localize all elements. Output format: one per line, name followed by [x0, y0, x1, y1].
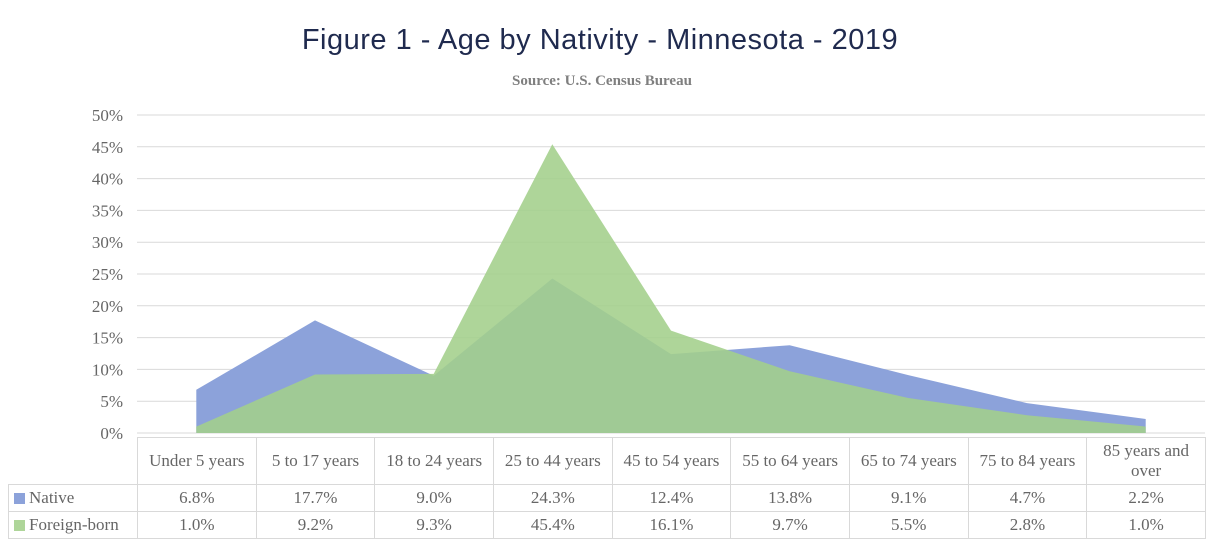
table-header-cell: 45 to 54 years — [611, 437, 732, 485]
legend-swatch-icon — [14, 519, 25, 531]
y-axis-tick-label: 0% — [100, 424, 123, 440]
table-row: Native 6.8% 17.7% 9.0% 24.3% 12.4% 13.8% 9.1% 4.… — [8, 484, 1206, 512]
table-cell: 45.4% — [492, 511, 613, 539]
legend-label-cell: Foreign-born — [8, 511, 138, 539]
legend-label: Foreign-born — [29, 514, 119, 534]
table-cell: 2.2% — [1086, 484, 1206, 512]
table-row: Foreign-born 1.0% 9.2% 9.3% 45.4% 16.1% 9.7% 5.… — [8, 511, 1206, 539]
table-cell: 16.1% — [611, 511, 732, 539]
chart-title: Figure 1 - Age by Nativity - Minnesota -… — [301, 24, 899, 56]
area-chart-plot: 0% 5% 10% 15% 20% 25% 30% 35% 40% 45% 50% — [92, 106, 1205, 440]
table-header-cell: 55 to 64 years — [730, 437, 850, 485]
legend-label-cell: Native — [8, 484, 138, 512]
y-axis-tick-label: 40% — [92, 170, 123, 189]
y-axis-tick-label: 20% — [92, 297, 123, 316]
y-axis-tick-label: 30% — [92, 233, 123, 252]
table-header-cell: Under 5 years — [137, 437, 257, 485]
table-header-cell: 5 to 17 years — [255, 437, 376, 485]
legend-swatch-icon — [14, 492, 25, 504]
table-cell: 9.3% — [374, 511, 494, 539]
table-cell: 1.0% — [137, 511, 257, 539]
y-axis-tick-label: 25% — [92, 265, 123, 284]
table-cell: 12.4% — [611, 484, 732, 512]
table-cell: 1.0% — [1086, 511, 1206, 539]
chart-subtitle: Source: U.S. Census Bureau — [512, 73, 692, 89]
table-header-cell: 85 years and over — [1086, 437, 1206, 485]
table-cell: 4.7% — [967, 484, 1088, 512]
table-header-cell: 25 to 44 years — [492, 437, 613, 485]
y-axis-tick-label: 35% — [92, 201, 123, 220]
chart-data-table: Under 5 years 5 to 17 years 18 to 24 years… — [8, 437, 1206, 539]
y-axis-tick-label: 50% — [92, 106, 123, 125]
table-cell: 5.5% — [848, 511, 969, 539]
table-cell: 13.8% — [730, 484, 850, 512]
foreign-born-area-series — [196, 144, 1146, 434]
legend-label: Native — [29, 487, 75, 507]
table-header-cell: 65 to 74 years — [848, 437, 969, 485]
table-header-cell: 75 to 84 years — [967, 437, 1088, 485]
table-cell: 9.1% — [848, 484, 969, 512]
y-axis-tick-label: 15% — [92, 329, 123, 348]
y-axis-tick-label: 45% — [92, 138, 123, 157]
table-cell: 2.8% — [967, 511, 1088, 539]
table-cell: 24.3% — [492, 484, 613, 512]
table-cell: 6.8% — [137, 484, 257, 512]
y-axis-tick-label: 10% — [92, 360, 123, 379]
table-cell: 9.7% — [730, 511, 850, 539]
table-header-cell: 18 to 24 years — [374, 437, 494, 485]
table-cell: 9.2% — [255, 511, 376, 539]
table-header-row: Under 5 years 5 to 17 years 18 to 24 years… — [8, 437, 1206, 485]
table-cell: 17.7% — [255, 484, 376, 512]
table-cell: 9.0% — [374, 484, 494, 512]
y-axis-tick-label: 5% — [100, 392, 123, 411]
table-corner-cell — [8, 437, 138, 485]
